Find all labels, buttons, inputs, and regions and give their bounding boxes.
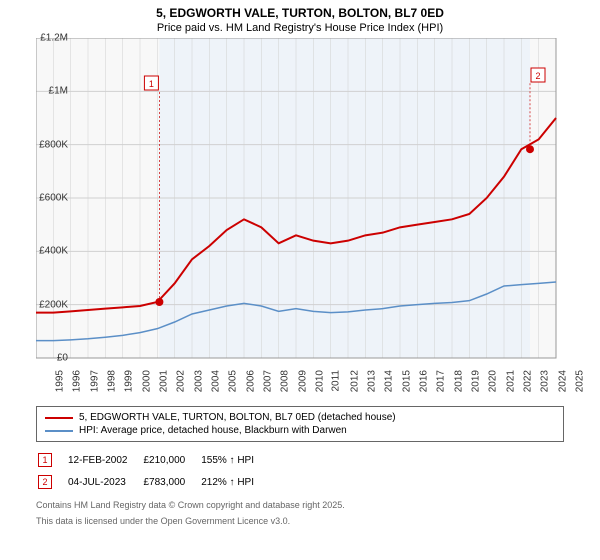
marker-date: 04-JUL-2023 (68, 472, 141, 492)
x-axis-label: 1997 (89, 370, 100, 392)
x-axis-label: 2022 (522, 370, 533, 392)
x-axis-label: 2023 (540, 370, 551, 392)
marker-delta: 155% ↑ HPI (201, 450, 268, 470)
marker-badge: 1 (38, 453, 52, 467)
x-axis-label: 2018 (453, 370, 464, 392)
x-axis-label: 1999 (124, 370, 135, 392)
x-axis-label: 2014 (384, 370, 395, 392)
x-axis-label: 2024 (557, 370, 568, 392)
x-axis-label: 2021 (505, 370, 516, 392)
x-axis-label: 2015 (401, 370, 412, 392)
x-axis-label: 2007 (262, 370, 273, 392)
chart-subtitle: Price paid vs. HM Land Registry's House … (0, 22, 600, 38)
x-axis-label: 2010 (314, 370, 325, 392)
marker-price: £210,000 (143, 450, 199, 470)
x-axis-label: 2005 (228, 370, 239, 392)
y-axis-label: £1M (49, 86, 68, 97)
x-axis-label: 2019 (470, 370, 481, 392)
y-axis-label: £200K (39, 299, 68, 310)
y-axis-label: £1.2M (40, 33, 68, 44)
x-axis-label: 2011 (331, 370, 342, 392)
footer-line-1: Contains HM Land Registry data © Crown c… (36, 500, 564, 510)
y-axis-label: £800K (39, 139, 68, 150)
marker-date: 12-FEB-2002 (68, 450, 141, 470)
svg-text:2: 2 (535, 71, 540, 81)
chart-svg: 12 (36, 38, 596, 398)
x-axis-label: 2001 (158, 370, 169, 392)
x-axis-label: 2013 (366, 370, 377, 392)
chart-area: 12 £0£200K£400K£600K£800K£1M£1.2M1995199… (36, 38, 596, 398)
x-axis-label: 2004 (210, 370, 221, 392)
x-axis-label: 2016 (418, 370, 429, 392)
marker-row: 1 12-FEB-2002£210,000155% ↑ HPI (38, 450, 268, 470)
x-axis-label: 2002 (176, 370, 187, 392)
chart-title: 5, EDGWORTH VALE, TURTON, BOLTON, BL7 0E… (0, 0, 600, 22)
x-axis-label: 1995 (54, 370, 65, 392)
x-axis-label: 2006 (245, 370, 256, 392)
y-axis-label: £0 (57, 353, 68, 364)
legend-swatch (45, 417, 73, 419)
x-axis-label: 2012 (349, 370, 360, 392)
footer-line-2: This data is licensed under the Open Gov… (36, 516, 564, 526)
marker-badge: 2 (38, 475, 52, 489)
x-axis-label: 2020 (488, 370, 499, 392)
legend-item: 5, EDGWORTH VALE, TURTON, BOLTON, BL7 0E… (45, 411, 555, 424)
legend-swatch (45, 430, 73, 432)
y-axis-label: £600K (39, 193, 68, 204)
svg-text:1: 1 (149, 79, 154, 89)
x-axis-label: 2009 (297, 370, 308, 392)
x-axis-label: 1996 (72, 370, 83, 392)
x-axis-label: 2025 (574, 370, 585, 392)
y-axis-label: £400K (39, 246, 68, 257)
x-axis-label: 1998 (106, 370, 117, 392)
x-axis-label: 2017 (436, 370, 447, 392)
x-axis-label: 2008 (280, 370, 291, 392)
markers-table: 1 12-FEB-2002£210,000155% ↑ HPI 2 04-JUL-20… (36, 448, 270, 494)
marker-delta: 212% ↑ HPI (201, 472, 268, 492)
marker-row: 2 04-JUL-2023£783,000212% ↑ HPI (38, 472, 268, 492)
legend: 5, EDGWORTH VALE, TURTON, BOLTON, BL7 0E… (36, 406, 564, 442)
legend-item: HPI: Average price, detached house, Blac… (45, 424, 555, 437)
marker-price: £783,000 (143, 472, 199, 492)
legend-label: HPI: Average price, detached house, Blac… (79, 425, 347, 436)
x-axis-label: 2000 (141, 370, 152, 392)
x-axis-label: 2003 (193, 370, 204, 392)
legend-label: 5, EDGWORTH VALE, TURTON, BOLTON, BL7 0E… (79, 412, 396, 423)
